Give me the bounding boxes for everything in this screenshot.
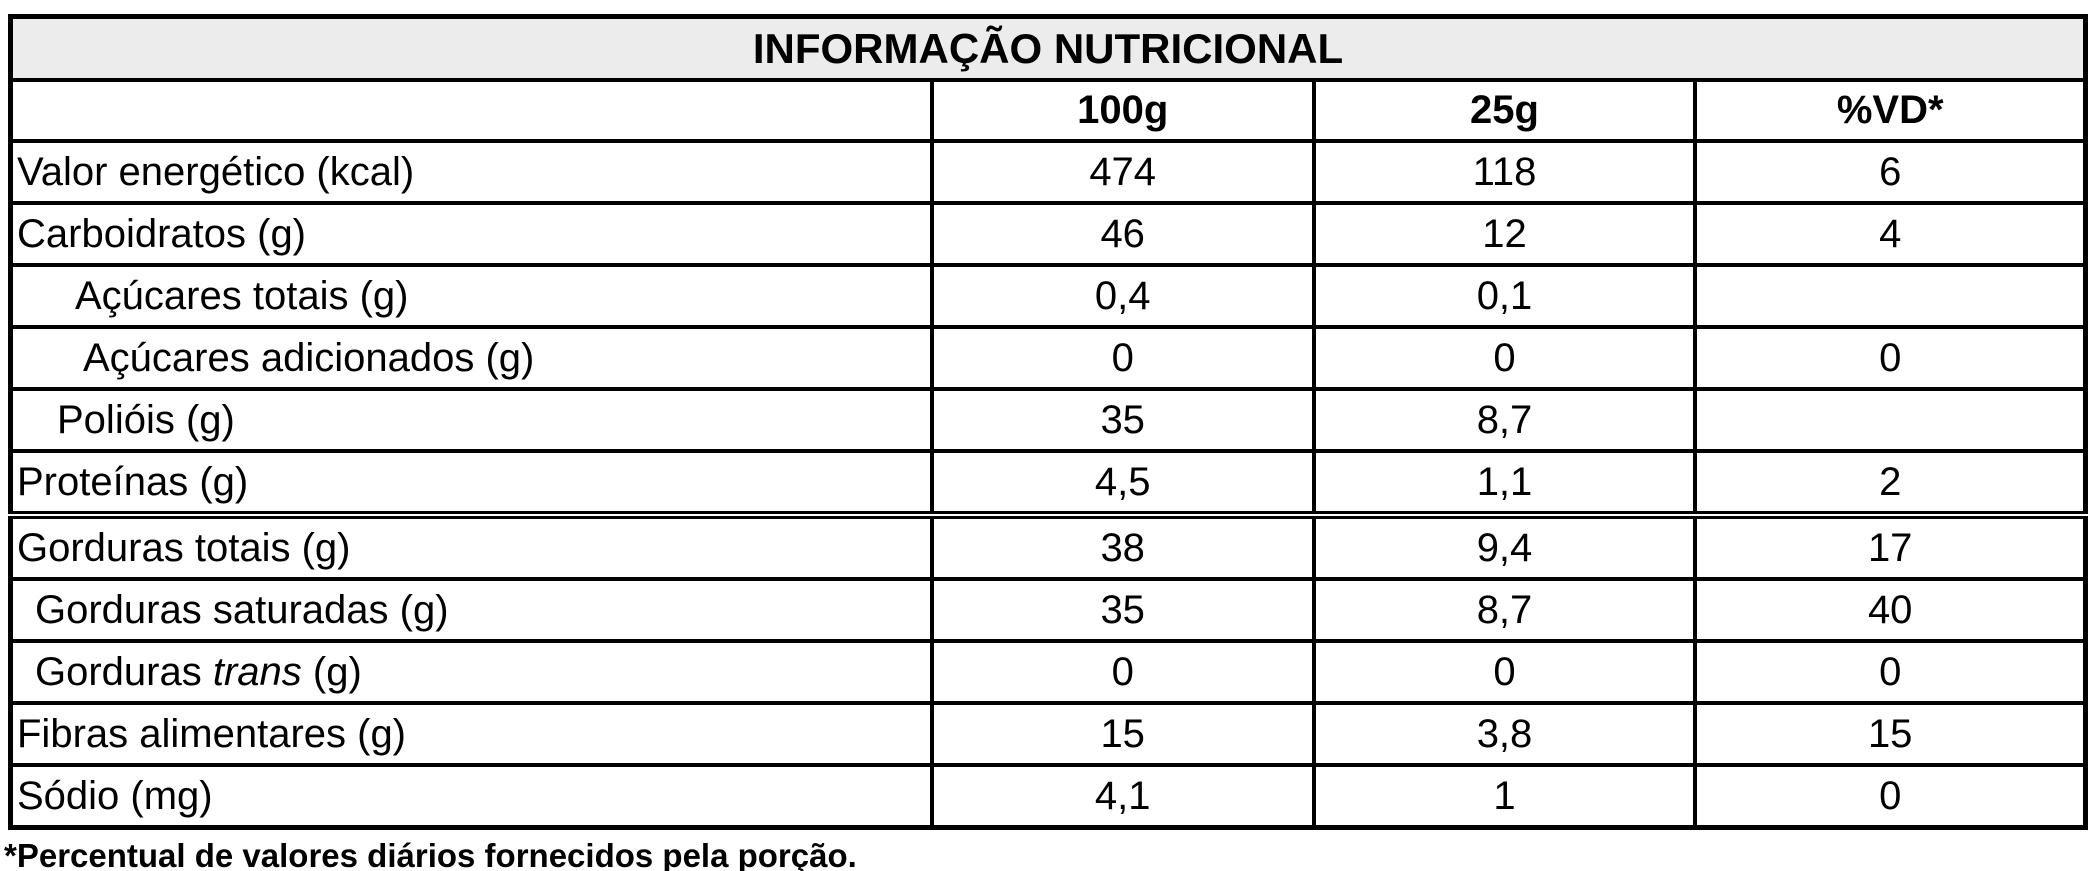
value-100g: 46 <box>929 201 1316 267</box>
row-label-text: Gorduras saturadas (g) <box>35 587 449 632</box>
value-100g: 4,1 <box>929 763 1316 830</box>
table-row: Proteínas (g) 4,5 1,1 2 <box>8 449 2088 517</box>
row-label: Polióis (g) <box>8 387 934 453</box>
table-row: Gorduras trans (g) 0 0 0 <box>8 639 2088 705</box>
value-25g: 0 <box>1311 639 1698 705</box>
value-100g: 35 <box>929 387 1316 453</box>
row-label-text: Carboidratos (g) <box>17 211 307 256</box>
value-25g: 9,4 <box>1311 511 1698 581</box>
value-100g: 38 <box>929 511 1316 581</box>
value-25g: 1,1 <box>1311 449 1698 517</box>
value-100g: 0,4 <box>929 263 1316 329</box>
value-vd: 40 <box>1693 577 2088 643</box>
title-row: INFORMAÇÃO NUTRICIONAL <box>8 14 2088 82</box>
row-label-text: Fibras alimentares (g) <box>17 711 407 756</box>
row-label: Açúcares totais (g) <box>8 263 934 329</box>
value-25g: 118 <box>1311 139 1698 205</box>
row-label-text: Polióis (g) <box>57 397 235 442</box>
value-25g: 0 <box>1311 325 1698 391</box>
column-header-row: 100g 25g %VD* <box>8 78 2088 143</box>
value-vd: 2 <box>1693 449 2088 517</box>
value-100g: 4,5 <box>929 449 1316 517</box>
value-25g: 1 <box>1311 763 1698 830</box>
row-label-text: Açúcares totais (g) <box>75 273 409 318</box>
value-25g: 0,1 <box>1311 263 1698 329</box>
row-label-text: Gorduras <box>35 649 213 694</box>
row-label: Sódio (mg) <box>8 763 934 830</box>
value-100g: 0 <box>929 325 1316 391</box>
row-label: Açúcares adicionados (g) <box>8 325 934 391</box>
column-header-vd: %VD* <box>1693 78 2088 143</box>
value-vd: 0 <box>1693 325 2088 391</box>
row-label: Proteínas (g) <box>8 449 934 517</box>
table-row: Carboidratos (g) 46 12 4 <box>8 201 2088 267</box>
row-label-text: (g) <box>301 649 362 694</box>
table-row: Fibras alimentares (g) 15 3,8 15 <box>8 701 2088 767</box>
table-body: Valor energético (kcal) 474 118 6 Carboidrat… <box>8 139 2088 830</box>
column-header-empty <box>8 78 934 143</box>
row-label-text: Açúcares adicionados (g) <box>83 335 535 380</box>
footnote: *Percentual de valores diários fornecido… <box>4 837 857 871</box>
column-header-100g: 100g <box>929 78 1316 143</box>
value-vd: 0 <box>1693 639 2088 705</box>
table-row: Sódio (mg) 4,1 1 0 <box>8 763 2088 830</box>
value-25g: 8,7 <box>1311 387 1698 453</box>
value-25g: 8,7 <box>1311 577 1698 643</box>
value-100g: 0 <box>929 639 1316 705</box>
value-vd: 4 <box>1693 201 2088 267</box>
row-label: Fibras alimentares (g) <box>8 701 934 767</box>
value-100g: 474 <box>929 139 1316 205</box>
value-vd <box>1693 263 2088 329</box>
value-100g: 35 <box>929 577 1316 643</box>
row-label-text: Proteínas (g) <box>17 459 249 504</box>
table-row: Valor energético (kcal) 474 118 6 <box>8 139 2088 205</box>
row-label: Gorduras totais (g) <box>8 511 934 581</box>
value-100g: 15 <box>929 701 1316 767</box>
row-label-text: Sódio (mg) <box>17 773 213 818</box>
value-25g: 3,8 <box>1311 701 1698 767</box>
table-row: Açúcares totais (g) 0,4 0,1 <box>8 263 2088 329</box>
column-header-25g: 25g <box>1311 78 1698 143</box>
row-label: Gorduras saturadas (g) <box>8 577 934 643</box>
value-vd <box>1693 387 2088 453</box>
row-label-text: Gorduras totais (g) <box>17 525 351 570</box>
row-label: Carboidratos (g) <box>8 201 934 267</box>
table-row: Gorduras totais (g) 38 9,4 17 <box>8 511 2088 581</box>
table-row: Polióis (g) 35 8,7 <box>8 387 2088 453</box>
row-label-text: Valor energético (kcal) <box>17 149 415 194</box>
value-vd: 17 <box>1693 511 2088 581</box>
value-vd: 0 <box>1693 763 2088 830</box>
value-vd: 6 <box>1693 139 2088 205</box>
table-title: INFORMAÇÃO NUTRICIONAL <box>8 14 2088 82</box>
value-vd: 15 <box>1693 701 2088 767</box>
nutrition-table: INFORMAÇÃO NUTRICIONAL 100g 25g %VD* Val… <box>8 14 2088 830</box>
table-row: Açúcares adicionados (g) 0 0 0 <box>8 325 2088 391</box>
value-25g: 12 <box>1311 201 1698 267</box>
row-label: Valor energético (kcal) <box>8 139 934 205</box>
row-label: Gorduras trans (g) <box>8 639 934 705</box>
row-label-italic-text: trans <box>212 649 302 694</box>
table-row: Gorduras saturadas (g) 35 8,7 40 <box>8 577 2088 643</box>
